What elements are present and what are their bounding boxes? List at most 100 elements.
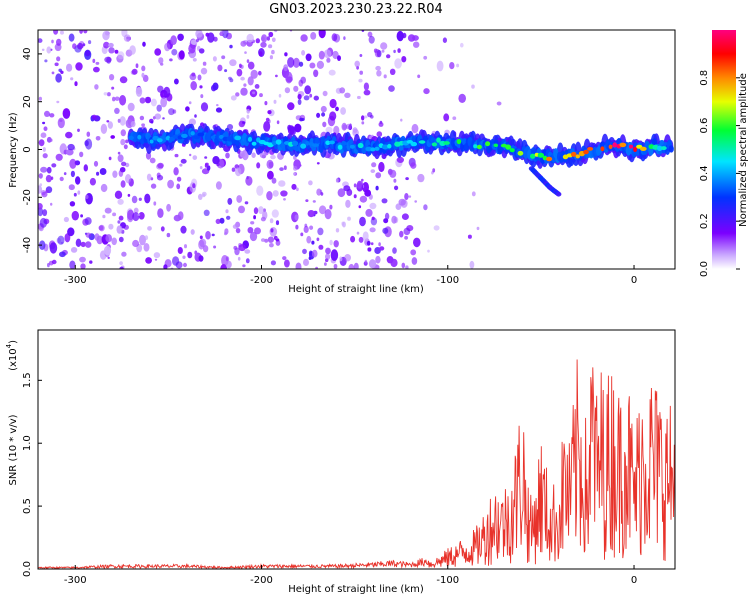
- y-tick-label: 1.0: [22, 435, 33, 451]
- spectrogram-cell: [458, 93, 467, 103]
- spectrogram-cell: [63, 172, 67, 176]
- spectrogram-cell: [308, 180, 313, 186]
- spectrogram-cell: [232, 224, 238, 229]
- spectrogram-cell: [108, 223, 114, 230]
- spectrogram-cell: [365, 208, 373, 217]
- spectrogram-cell: [414, 200, 418, 203]
- spectrogram-cell: [197, 74, 202, 81]
- spectrogram-cell: [59, 143, 67, 155]
- spectrogram-cell: [297, 99, 302, 105]
- spectrogram-cell: [107, 121, 113, 129]
- spectrogram-cell: [177, 262, 182, 268]
- spectrogram-cell: [286, 76, 293, 83]
- spectrogram-cell: [370, 147, 376, 152]
- spectrogram-cell: [111, 86, 115, 90]
- spectrogram-cell: [127, 209, 135, 221]
- spectrogram-cell: [69, 158, 77, 169]
- spectrogram-cell: [197, 132, 205, 137]
- spectrogram-cell: [166, 232, 171, 238]
- spectrogram-cell: [132, 239, 140, 248]
- spectrogram-cell: [211, 233, 215, 237]
- spectrogram-cell: [325, 140, 331, 146]
- spectrogram-cell: [259, 152, 267, 159]
- spectrogram-cell: [371, 162, 377, 168]
- spectrogram-cell: [219, 134, 224, 139]
- spectrogram-cell: [219, 217, 225, 224]
- spectrogram-cell: [287, 57, 295, 68]
- spectrogram-cell: [49, 113, 55, 118]
- spectrogram-cell: [202, 245, 209, 253]
- spectrogram-cell: [53, 30, 59, 35]
- spectrogram-cell: [114, 190, 123, 199]
- spectrogram-cell: [335, 178, 339, 183]
- spectrogram-cell: [84, 217, 92, 225]
- spectrogram-cell: [303, 95, 310, 101]
- spectrogram-cell: [80, 214, 83, 218]
- spectrogram-cell: [69, 260, 76, 269]
- spectrogram-cell: [381, 49, 385, 53]
- spectrogram-cell: [117, 220, 121, 224]
- spectrogram-cell: [275, 220, 280, 226]
- spectrogram-cell: [383, 74, 387, 79]
- spectrogram-cell: [335, 106, 339, 112]
- spectrogram-cell: [266, 159, 274, 169]
- spectrogram-cell: [129, 45, 136, 55]
- spectrogram-cell: [376, 131, 383, 138]
- spectrogram-cell: [575, 154, 580, 159]
- spectrogram-cell: [278, 180, 286, 187]
- spectrogram-cell: [293, 172, 296, 175]
- spectrogram-cell: [375, 172, 382, 179]
- spectrogram-cell: [224, 69, 228, 73]
- spectrogram-cell: [120, 129, 127, 137]
- spectrogram-cell: [169, 58, 173, 62]
- spectrogram-cell: [258, 70, 262, 76]
- snr-scale-open: (x10: [8, 348, 19, 371]
- spectrogram-cell: [301, 50, 306, 56]
- spectrogram-cell: [156, 138, 163, 143]
- spectrogram-cell: [305, 199, 309, 203]
- spectrogram-cell: [247, 136, 253, 142]
- spectrogram-cell: [56, 38, 62, 46]
- spectrogram-cell: [417, 74, 421, 79]
- spectrogram-cell: [496, 101, 502, 106]
- spectrogram-cell: [118, 169, 124, 177]
- spectrogram-cell: [156, 174, 164, 181]
- spectrogram-cell: [99, 168, 107, 175]
- spectrogram-cell: [212, 156, 220, 165]
- spectrogram-cell: [404, 235, 408, 240]
- spectrogram-cell: [42, 153, 48, 159]
- spectrogram-cell: [88, 40, 92, 45]
- spectrogram-cell: [260, 41, 267, 48]
- spectrogram-cell: [328, 69, 336, 76]
- spectrogram-cell: [190, 131, 195, 136]
- spectrogram-cell: [266, 191, 273, 201]
- spectrogram-cell: [39, 240, 46, 250]
- spectrogram-cell: [296, 187, 299, 192]
- spectrogram-cell: [456, 63, 460, 68]
- spectrogram-cell: [316, 112, 321, 118]
- spectrogram-cell: [204, 156, 208, 159]
- spectrogram-cell: [160, 226, 165, 232]
- spectrogram-cell: [313, 95, 319, 101]
- spectrogram-cell: [239, 63, 242, 68]
- spectrogram-cell: [85, 194, 89, 199]
- spectrogram-cell: [299, 117, 304, 122]
- spectrogram-cell: [443, 113, 450, 122]
- spectrogram-cell: [45, 174, 52, 183]
- spectrogram-cell: [46, 166, 52, 174]
- spectrogram-cell: [381, 144, 389, 150]
- snr-x-axis-label: Height of straight line (km): [288, 584, 424, 595]
- snr-y-ticks: 0.0 0.5 1.0 1.5: [22, 372, 42, 577]
- colorbar-label: Normalized spectral amplitude: [738, 73, 749, 227]
- spectrogram-cell: [270, 154, 276, 160]
- spectrogram-cell: [368, 259, 377, 269]
- spectrogram-cell: [375, 65, 381, 71]
- spectrogram-cell: [189, 153, 192, 157]
- spectrogram-cell: [356, 180, 362, 189]
- spectrogram-cell: [294, 214, 299, 221]
- spectrogram-cell: [153, 201, 157, 206]
- spectrogram-cell: [305, 140, 310, 146]
- spectrogram-cell: [103, 245, 112, 256]
- colorbar-ticks: 0.0 0.2 0.4 0.6 0.8: [699, 70, 740, 277]
- spectrogram-cell: [318, 30, 326, 39]
